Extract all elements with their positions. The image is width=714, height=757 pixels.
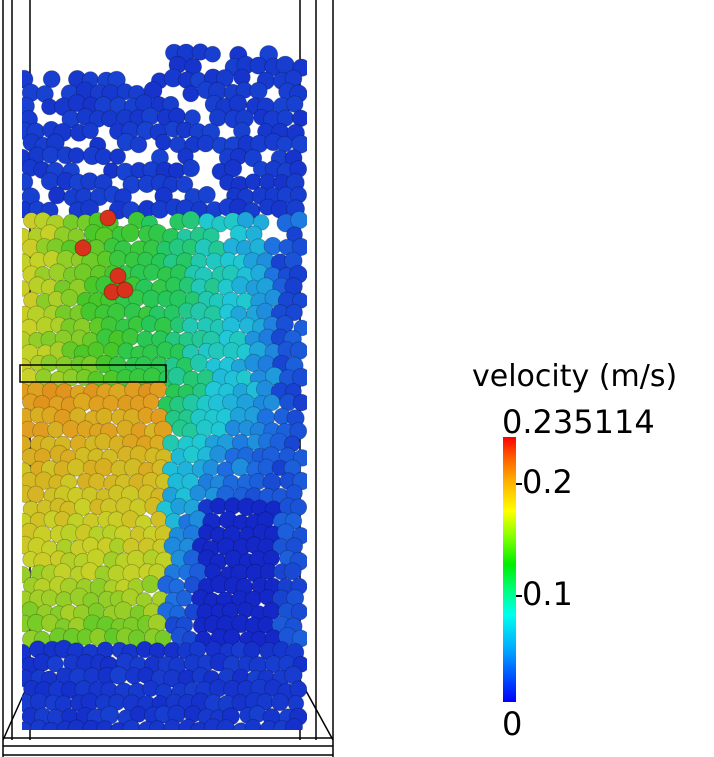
particle	[189, 354, 208, 373]
particle	[116, 281, 134, 299]
particle	[95, 148, 113, 166]
particle	[197, 185, 216, 204]
particle	[263, 393, 281, 412]
particle	[109, 267, 127, 285]
colorbar	[503, 437, 516, 702]
colorbar-tick-label: 0.1	[522, 575, 573, 613]
particle	[290, 211, 307, 230]
particle	[232, 722, 250, 730]
particle	[189, 721, 209, 730]
particle	[285, 718, 303, 730]
particle	[224, 159, 243, 178]
particle	[154, 133, 172, 151]
particle	[249, 81, 268, 101]
particle	[109, 722, 127, 730]
particle	[290, 603, 307, 621]
particle	[74, 239, 92, 257]
particle	[121, 223, 140, 243]
particle-simulation-view	[2, 0, 334, 757]
insertion-region-outline	[19, 364, 167, 383]
particle	[150, 511, 168, 528]
particle	[130, 136, 148, 154]
particle	[22, 721, 33, 730]
particle	[109, 148, 126, 165]
particle	[163, 719, 182, 730]
particle	[109, 666, 128, 685]
particle	[175, 175, 194, 194]
particle	[182, 85, 200, 103]
particle	[196, 134, 215, 153]
particle	[189, 484, 207, 502]
particle	[285, 303, 303, 322]
particle	[41, 146, 60, 164]
particle	[94, 433, 112, 451]
legend-max-label: 0.235114	[502, 403, 655, 441]
colorbar-tick	[516, 483, 522, 485]
particle	[270, 692, 289, 712]
particle	[291, 134, 307, 154]
particle	[283, 562, 302, 581]
particle	[46, 655, 64, 673]
particle	[291, 237, 307, 256]
particle	[48, 186, 66, 205]
particle	[99, 209, 117, 227]
particle	[82, 122, 99, 140]
colorbar-tick-label: 0.2	[522, 463, 573, 501]
legend-min-label: 0	[502, 705, 523, 743]
particle	[181, 159, 200, 178]
particle	[95, 407, 114, 426]
particle	[60, 288, 79, 307]
particle	[74, 498, 92, 516]
particle	[244, 719, 262, 730]
particle	[47, 421, 65, 439]
particle	[141, 575, 160, 594]
particle	[204, 45, 222, 63]
colorbar-tick	[516, 595, 522, 597]
particle-bed	[22, 43, 307, 730]
legend-title: velocity (m/s)	[472, 359, 678, 394]
particle	[42, 721, 60, 730]
particle	[42, 70, 61, 88]
particle	[122, 719, 141, 730]
particle	[292, 393, 307, 412]
particle	[68, 147, 85, 164]
particle	[216, 719, 236, 730]
particle	[286, 95, 304, 113]
particle	[291, 367, 307, 387]
particle	[181, 210, 201, 230]
particle	[231, 457, 250, 477]
particle	[143, 263, 161, 281]
particle	[289, 680, 307, 699]
particle	[148, 720, 166, 730]
particle	[109, 250, 127, 268]
